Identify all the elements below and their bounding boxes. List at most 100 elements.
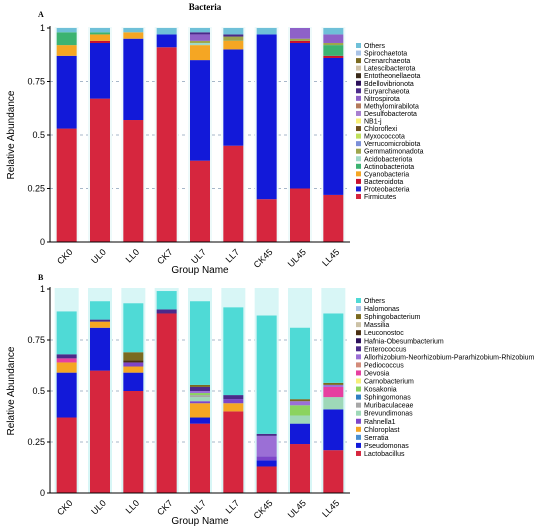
- legend-label: Chloroflexi: [364, 126, 398, 133]
- legend-label: Sphingomonas: [364, 395, 411, 402]
- x-tick-label: CK7: [155, 498, 174, 517]
- x-tick-label: CK7: [155, 247, 174, 266]
- x-tick-label: LL0: [124, 247, 142, 265]
- bar-segment: [190, 301, 210, 385]
- legend-swatch: [356, 186, 361, 192]
- bar-segment: [256, 199, 277, 242]
- bar-segment: [223, 34, 244, 37]
- bar-segment: [290, 401, 310, 406]
- legend-label: Others: [364, 43, 386, 50]
- bar-segment: [190, 40, 210, 43]
- bar-segment: [190, 391, 210, 394]
- bar-segment: [223, 403, 244, 412]
- panel-a-label: A: [38, 10, 44, 19]
- legend-swatch: [356, 178, 361, 184]
- bar-segment: [290, 415, 310, 424]
- y-tick-label: 0.5: [32, 130, 45, 140]
- bar-segment: [290, 40, 310, 43]
- legend-swatch: [356, 50, 361, 56]
- legend-swatch: [356, 73, 361, 79]
- x-tick-label: CK0: [55, 247, 74, 266]
- y-axis-label: Relative Abundance: [6, 346, 17, 435]
- y-tick-label: 0.25: [27, 437, 45, 447]
- bar-segment: [56, 372, 77, 418]
- y-tick-label: 1: [40, 284, 45, 294]
- bar-segment: [323, 397, 344, 410]
- bar-segment: [290, 444, 310, 493]
- bar-segment: [56, 417, 77, 493]
- x-tick-label: LL7: [224, 498, 242, 516]
- legend-swatch: [356, 410, 361, 416]
- legend-label: Methylomirabilota: [364, 103, 419, 110]
- bar-segment: [223, 145, 244, 242]
- legend-label: Pediococcus: [364, 362, 404, 369]
- legend-label: Allorhizobium-Neorhizobium-Pararhizobium…: [364, 354, 535, 361]
- panel-a-chart: A CK0 UL0 LL0 CK7 UL7 LL7 CK45 UL45 LL45 0 0.25 0.5 0…: [6, 10, 424, 276]
- legend-swatch: [356, 394, 361, 400]
- legend-swatch: [356, 156, 361, 162]
- legend-swatch: [356, 386, 361, 392]
- bar-segment: [123, 360, 144, 363]
- x-tick-label: UL7: [189, 498, 208, 517]
- legend-label: Leuconostoc: [364, 330, 404, 337]
- x-tick-label: CK45: [252, 247, 275, 270]
- bar-segment: [90, 301, 110, 320]
- legend-swatch: [356, 362, 361, 368]
- legend-label: Lactobacillus: [364, 451, 405, 458]
- bar-segment: [56, 358, 77, 363]
- bar-segment: [156, 28, 177, 35]
- panel-b-label: B: [38, 273, 44, 282]
- legend-swatch: [356, 80, 361, 86]
- bar-segment: [323, 409, 344, 451]
- bar-segment: [290, 188, 310, 242]
- legend-swatch: [356, 370, 361, 376]
- bar-segment: [190, 386, 210, 391]
- bar-segment: [123, 120, 144, 242]
- legend-label: Brevundimonas: [364, 411, 413, 418]
- legend-swatch: [356, 442, 361, 448]
- bar-segment: [90, 370, 110, 493]
- legend-label: Rahnella1: [364, 419, 396, 426]
- y-tick-label: 0: [40, 237, 45, 247]
- bar-segment: [323, 386, 344, 398]
- bar-segment: [90, 32, 110, 35]
- bar-segment: [90, 42, 110, 99]
- bar-segment: [256, 28, 277, 35]
- bar-segment: [290, 405, 310, 416]
- legend-label: Myxococcota: [364, 134, 405, 141]
- bar-segment: [256, 460, 277, 467]
- legend-label: Kosakonia: [364, 387, 397, 394]
- bar-segment: [123, 32, 144, 39]
- legend: OthersHalomonasSphingobacteriumMassiliaL…: [356, 298, 535, 458]
- bar-segment: [90, 34, 110, 41]
- legend-swatch: [356, 133, 361, 139]
- legend-label: Halomonas: [364, 306, 400, 313]
- x-axis-label: Group Name: [171, 516, 229, 527]
- legend-label: Chloroplast: [364, 427, 399, 434]
- bar-segment: [123, 303, 144, 353]
- x-tick-label: LL45: [320, 247, 341, 268]
- bar-segment: [223, 395, 244, 400]
- bar-segment: [290, 423, 310, 445]
- legend-swatch: [356, 43, 361, 48]
- bar-segment: [123, 391, 144, 493]
- bar-segment: [190, 32, 210, 35]
- bar-segment: [323, 450, 344, 493]
- bar-segment: [223, 411, 244, 493]
- bar-segment: [190, 384, 210, 387]
- legend-label: Latescibacterota: [364, 66, 415, 73]
- legend: OthersSpirochaetotaCrenarchaeotaLatescib…: [356, 43, 424, 201]
- bar-segment: [223, 399, 244, 404]
- legend-swatch: [356, 434, 361, 440]
- bar-segment: [323, 313, 344, 383]
- x-tick-label: LL45: [320, 498, 341, 519]
- bar-segment: [190, 397, 210, 402]
- legend-swatch: [356, 298, 361, 303]
- y-tick-label: 0.75: [27, 335, 45, 345]
- bar-segment: [156, 47, 177, 243]
- bar-segment: [290, 38, 310, 41]
- bar-segment: [190, 401, 210, 404]
- legend-label: Sphingobacterium: [364, 314, 421, 321]
- bar-segment: [156, 309, 177, 314]
- bar-segment: [323, 57, 344, 195]
